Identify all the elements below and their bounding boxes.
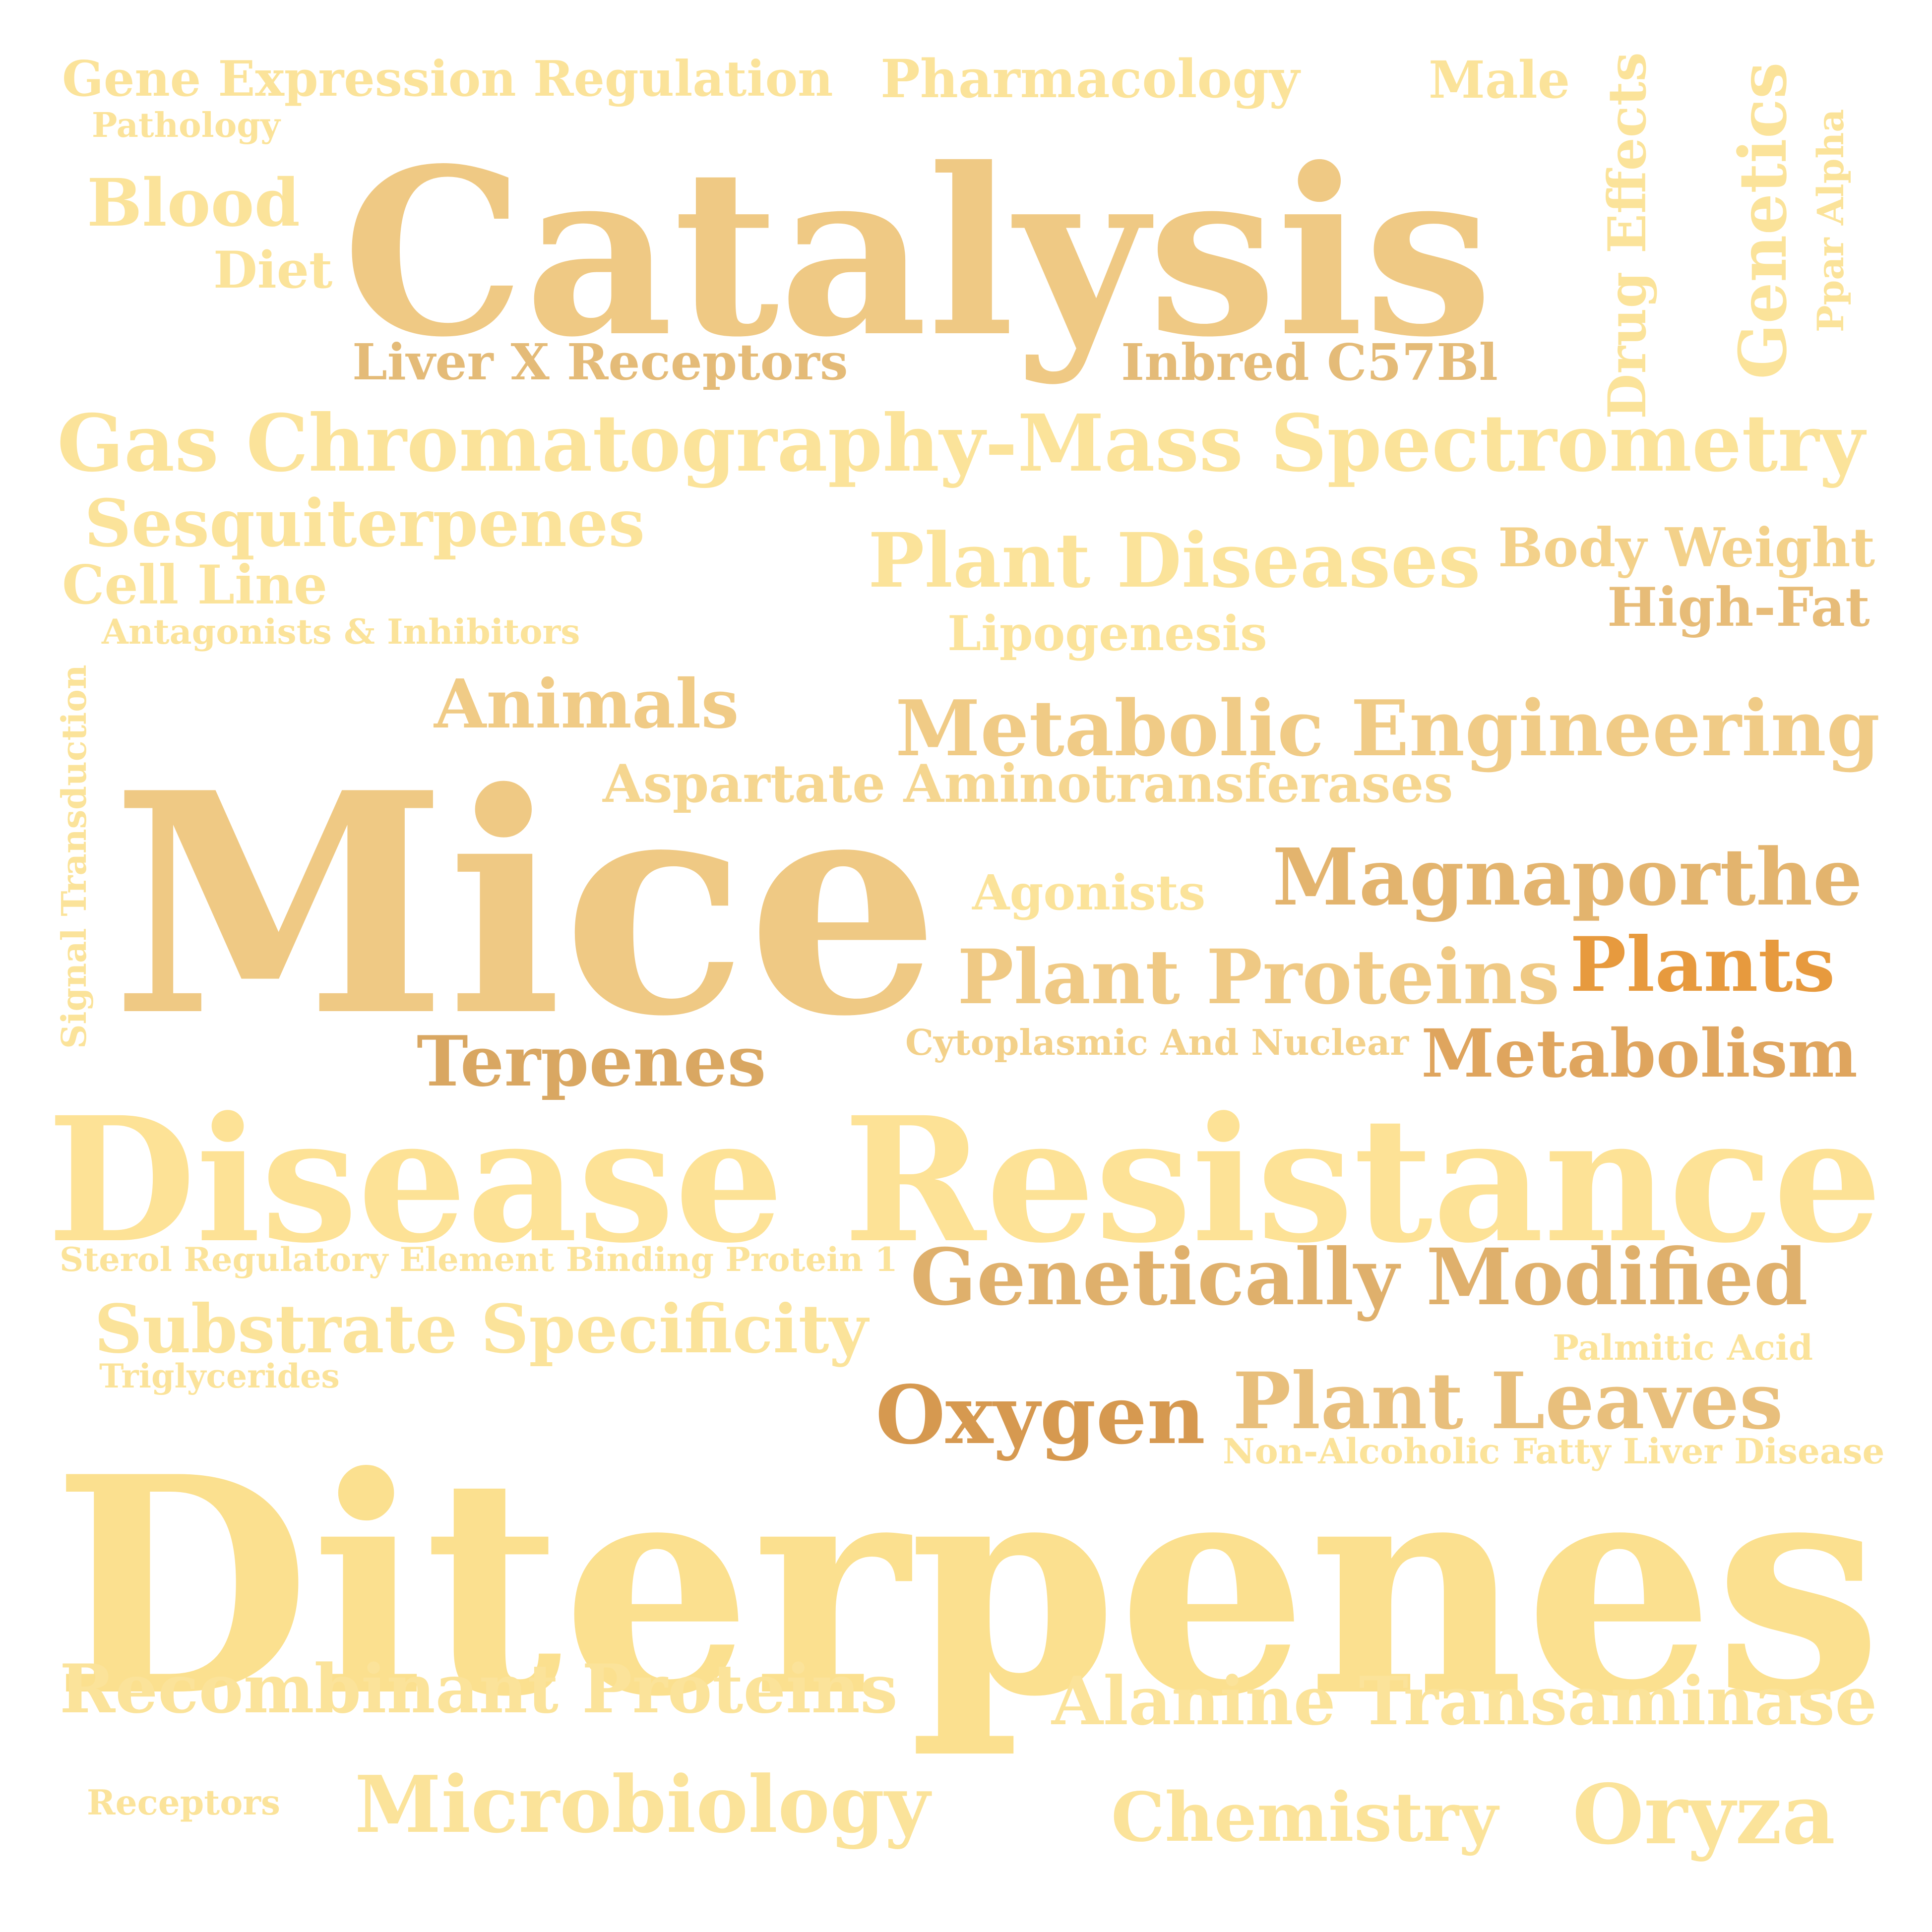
word-diterpenes: Diterpenes <box>52 1411 1882 1762</box>
word-recombinant-proteins: Recombinant Proteins <box>60 1649 898 1728</box>
word-palmitic-acid: Palmitic Acid <box>1553 1327 1813 1368</box>
word-inbred-c57bl: Inbred C57Bl <box>1121 332 1498 392</box>
word-body-weight: Body Weight <box>1498 516 1875 579</box>
word-terpenes: Terpenes <box>417 1020 766 1102</box>
word-metabolic-engineering: Metabolic Engineering <box>895 683 1880 774</box>
word-diet: Diet <box>213 241 333 300</box>
word-high-fat: High-Fat <box>1607 576 1870 639</box>
word-antagonists-and-inhibitors: Antagonists & Inhibitors <box>102 612 580 652</box>
word-plants: Plants <box>1570 920 1835 1009</box>
word-cell-line: Cell Line <box>62 553 328 616</box>
word-pathology: Pathology <box>92 105 280 145</box>
word-chemistry: Chemistry <box>1111 1778 1498 1857</box>
word-oryza: Oryza <box>1572 1766 1836 1863</box>
word-disease-resistance: Disease Resistance <box>47 1079 1882 1281</box>
word-aspartate-aminotransferases: Aspartate Aminotransferases <box>603 752 1453 814</box>
word-gene-expression-regulation: Gene Expression Regulation <box>62 51 833 108</box>
word-receptors: Receptors <box>87 1782 280 1823</box>
word-substrate-specificity: Substrate Specificity <box>94 1290 868 1368</box>
word-alanine-transaminase: Alanine Transaminase <box>1052 1662 1877 1740</box>
word-lipogenesis: Lipogenesis <box>947 605 1267 662</box>
word-mice: Mice <box>112 726 940 1083</box>
word-blood: Blood <box>87 165 300 242</box>
word-animals: Animals <box>434 664 739 743</box>
word-pharmacology: Pharmacology <box>880 48 1300 110</box>
word-gas-chromatography-mass-spectrometry: Gas Chromatography-Mass Spectrometry <box>57 398 1865 489</box>
word-liver-x-receptors: Liver X Receptors <box>352 332 848 391</box>
word-oxygen: Oxygen <box>875 1368 1205 1462</box>
word-metabolism: Metabolism <box>1421 1015 1858 1092</box>
word-catalysis: Catalysis <box>342 118 1493 387</box>
word-plant-diseases: Plant Diseases <box>868 516 1481 604</box>
word-genetics: Genetics <box>1725 62 1802 379</box>
word-ppar-alpha: Ppar Alpha <box>1810 109 1852 332</box>
word-non-alcoholic-fatty-liver-disease: Non-Alcoholic Fatty Liver Disease <box>1223 1431 1885 1472</box>
word-triglycerides: Triglycerides <box>99 1356 340 1395</box>
word-genetically-modified: Genetically Modified <box>910 1231 1808 1323</box>
word-plant-leaves: Plant Leaves <box>1233 1355 1783 1447</box>
word-agonists: Agonists <box>972 864 1206 921</box>
word-microbiology: Microbiology <box>355 1759 930 1851</box>
word-cytoplasmic-and-nuclear: Cytoplasmic And Nuclear <box>905 1021 1409 1063</box>
word-drug-effects: Drug Effects <box>1596 52 1658 419</box>
word-male: Male <box>1429 50 1570 110</box>
word-sesquiterpenes: Sesquiterpenes <box>84 484 645 561</box>
word-plant-proteins: Plant Proteins <box>957 932 1560 1021</box>
word-signal-transduction: Signal Transduction <box>54 664 94 1049</box>
word-sterol-regulatory-element-binding-protein-1: Sterol Regulatory Element Binding Protei… <box>60 1239 898 1279</box>
word-magnaporthe: Magnaporthe <box>1272 832 1863 923</box>
